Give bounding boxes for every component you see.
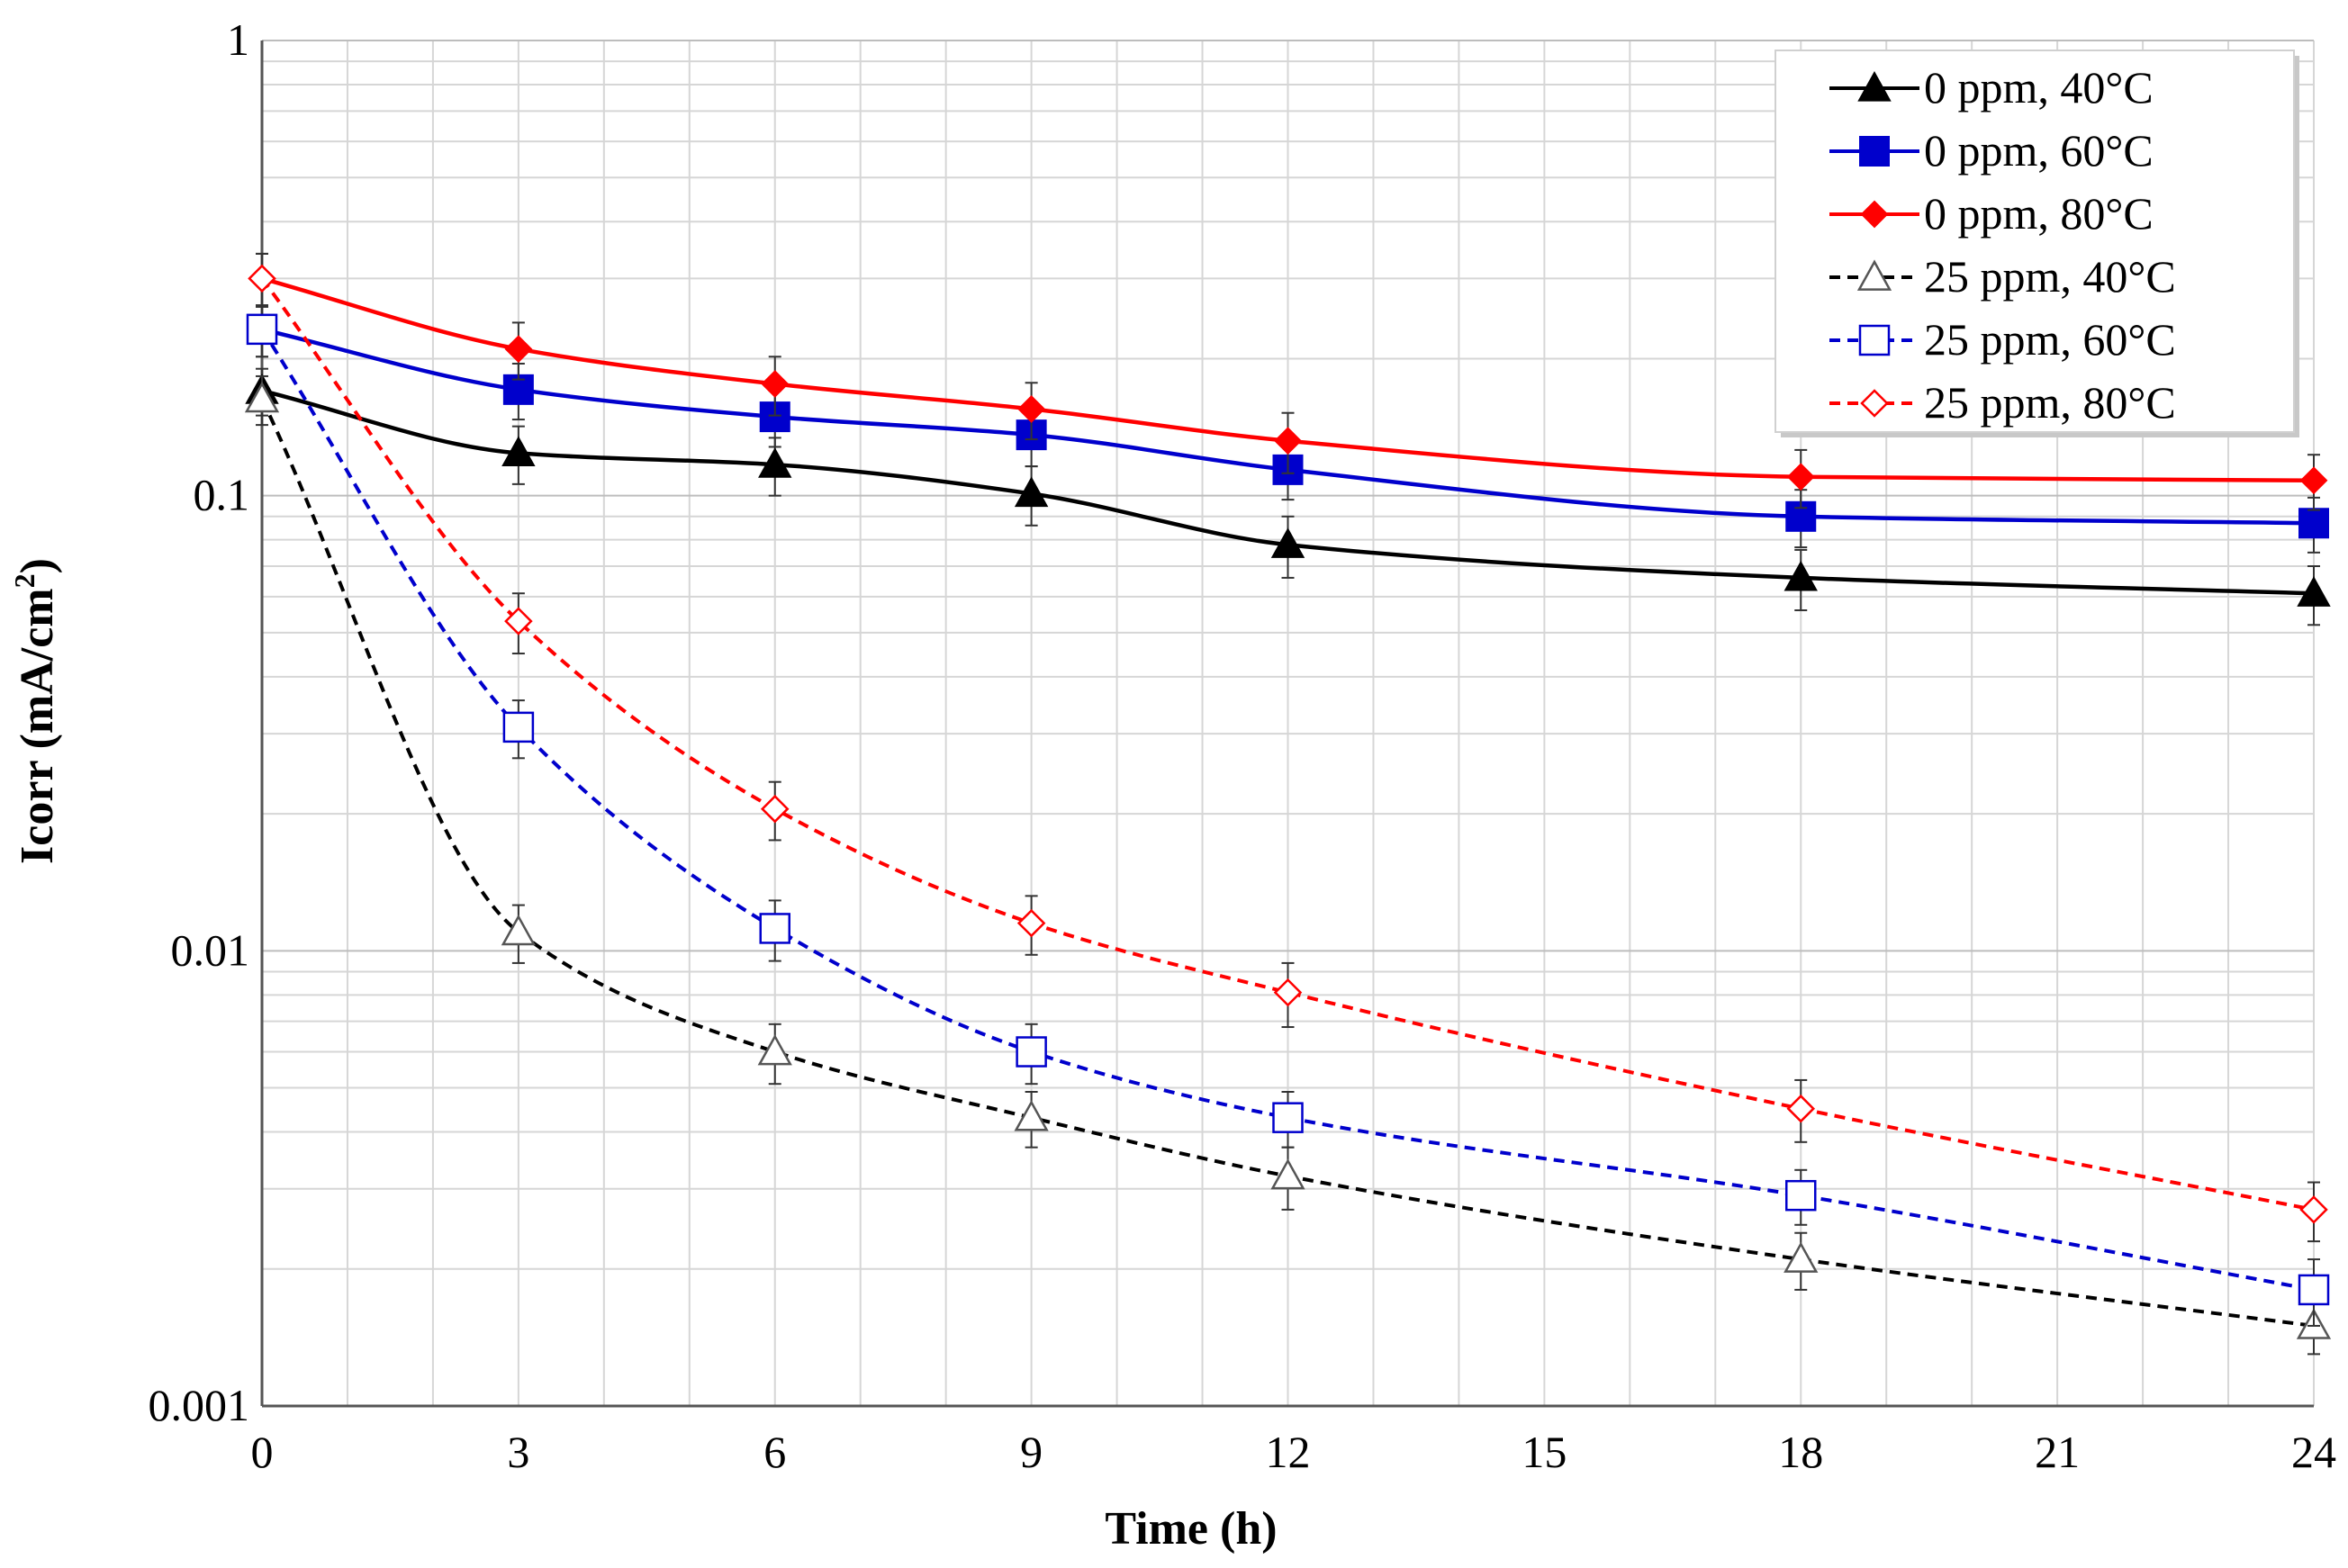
series-line [260, 328, 2315, 1292]
legend-box [1775, 50, 2295, 433]
series-line [260, 277, 2315, 1212]
data-point [757, 1033, 792, 1066]
legend-label: 25 ppm, 40°C [1924, 251, 2176, 302]
data-point [1017, 395, 1046, 423]
data-point [1273, 978, 1303, 1007]
series-line [260, 398, 2315, 1328]
data-point [2299, 466, 2328, 495]
data-point [761, 370, 790, 398]
series-4 [246, 304, 2330, 1327]
x-tick-label: 12 [1266, 1427, 1311, 1477]
tick-labels: 0 3 6 9 12 15 18 21 24 0.001 0.01 0.1 1 [149, 14, 2337, 1477]
legend-label: 0 ppm, 80°C [1924, 188, 2154, 239]
legend-marker [1858, 324, 1891, 356]
legend-marker [1860, 200, 1889, 229]
data-point [1272, 1102, 1304, 1133]
data-point [501, 914, 536, 946]
legend-label: 0 ppm, 60°C [1924, 125, 2154, 176]
data-point [248, 264, 276, 293]
data-point [1785, 1179, 1817, 1212]
data-point [758, 447, 792, 478]
data-point [2299, 1195, 2328, 1224]
series-group [244, 252, 2332, 1356]
legend-marker [1857, 70, 1892, 102]
data-point [1784, 560, 1818, 591]
data-point [1016, 908, 1046, 938]
y-tick-label: 0.01 [171, 924, 250, 975]
data-point [1786, 463, 1815, 491]
data-point [1786, 1094, 1816, 1123]
data-point [2297, 576, 2331, 607]
data-point [501, 436, 536, 467]
y-tick-label: 0.001 [149, 1380, 250, 1430]
legend-label: 25 ppm, 60°C [1924, 314, 2176, 365]
series-1 [247, 304, 2329, 554]
data-point [2298, 1274, 2330, 1306]
data-point [504, 335, 533, 364]
legend: 0 ppm, 40°C 0 ppm, 60°C 0 ppm, 80°C 25 ppm,… [1775, 50, 2299, 437]
x-tick-label: 0 [251, 1427, 274, 1477]
legend-marker [1856, 259, 1892, 291]
x-tick-label: 24 [2291, 1427, 2336, 1477]
data-point [1274, 427, 1302, 455]
legend-marker [1860, 389, 1889, 418]
data-point [760, 794, 790, 824]
y-axis-title-close: ) [12, 558, 63, 573]
y-axis-title: Icorr (mA/cm2) [8, 558, 63, 864]
x-tick-label: 21 [2035, 1427, 2080, 1477]
x-tick-label: 18 [1778, 1427, 1823, 1477]
data-point [1014, 1100, 1049, 1131]
data-point [2298, 508, 2329, 539]
x-tick-label: 9 [1020, 1427, 1043, 1477]
x-tick-label: 15 [1522, 1427, 1567, 1477]
series-0 [245, 367, 2331, 626]
x-axis-title: Time (h) [1105, 1503, 1277, 1554]
data-point [1016, 1036, 1047, 1068]
series-5 [248, 252, 2328, 1243]
y-tick-label: 1 [227, 14, 249, 65]
y-tick-label: 0.1 [194, 470, 250, 520]
legend-label: 0 ppm, 40°C [1924, 62, 2154, 113]
data-point [246, 313, 278, 346]
data-point [1270, 527, 1305, 558]
series-line [261, 388, 2315, 596]
legend-marker [1859, 136, 1890, 167]
series-2 [248, 252, 2328, 511]
data-point [504, 607, 533, 635]
x-tick-label: 6 [763, 1427, 786, 1477]
data-point [1014, 476, 1049, 508]
data-point [244, 381, 280, 413]
data-point [1784, 1241, 1819, 1273]
y-axis-title-main: Icorr (mA/cm [12, 588, 63, 864]
y-axis-title-sup: 2 [8, 573, 41, 588]
data-point [759, 913, 790, 944]
series-3 [244, 374, 2332, 1356]
legend-label: 25 ppm, 80°C [1924, 377, 2176, 428]
data-point [1270, 1158, 1305, 1190]
x-tick-label: 3 [507, 1427, 529, 1477]
data-point [502, 711, 535, 743]
